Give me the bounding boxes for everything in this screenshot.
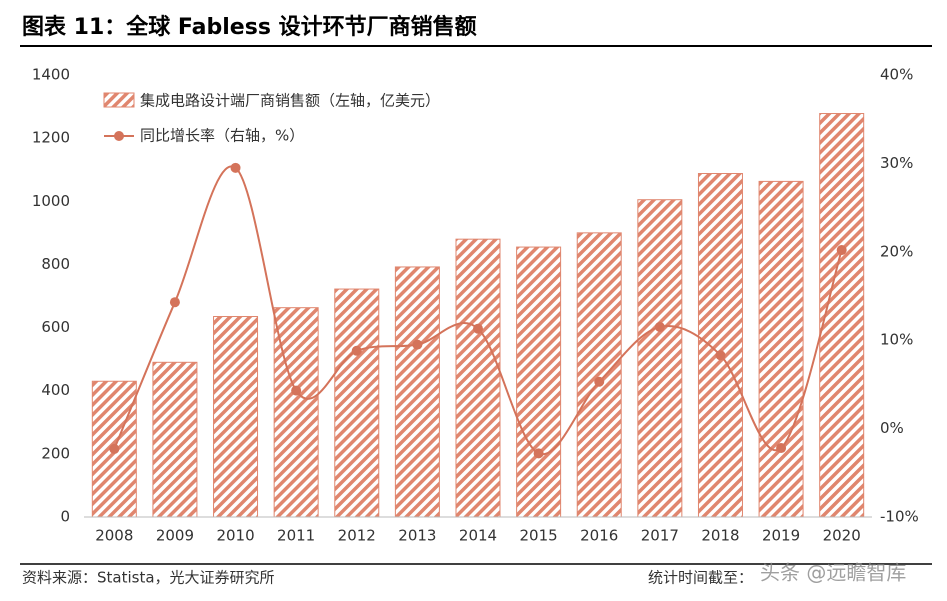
legend-label: 同比增长率（右轴，%） (140, 127, 304, 145)
x-tick-label: 2009 (156, 527, 194, 545)
point (291, 385, 302, 396)
y-tick-label: 400 (41, 381, 70, 399)
point (169, 297, 180, 308)
bar (637, 199, 683, 518)
y-tick-label: 800 (41, 255, 70, 273)
point (351, 345, 362, 356)
legend-swatch (114, 131, 124, 141)
watermark: 头条 @远瞻智库 (760, 561, 906, 585)
y-tick-label: 1200 (32, 129, 70, 147)
y-tick-label: 1000 (32, 192, 70, 210)
x-tick-label: 2016 (580, 527, 618, 545)
x-tick-label: 2013 (398, 527, 436, 545)
x-tick-label: 2008 (95, 527, 133, 545)
source: 资料来源：Statista，光大证券研究所 (22, 569, 275, 587)
legend-label: 集成电路设计端厂商销售额（左轴，亿美元） (140, 92, 440, 110)
point (473, 323, 483, 334)
bar (334, 288, 380, 518)
note: 统计时间截至： (648, 569, 753, 587)
point (230, 162, 241, 173)
x-tick-label: 2010 (216, 527, 254, 545)
chart-title: 图表 11：全球 Fabless 设计环节厂商销售额 (22, 14, 477, 40)
bar (576, 232, 622, 518)
y2-tick-label: -10% (880, 508, 919, 526)
bar (394, 266, 440, 518)
x-tick-label: 2014 (459, 527, 497, 545)
y2-tick-label: 40% (880, 66, 913, 84)
bar (819, 113, 865, 518)
bar (516, 246, 562, 518)
bar (455, 238, 501, 518)
y-tick-label: 600 (41, 318, 70, 336)
x-tick-label: 2011 (277, 527, 315, 545)
point (654, 321, 665, 332)
y-tick-label: 0 (60, 508, 70, 526)
point (109, 443, 120, 454)
point (412, 339, 423, 350)
y-tick-label: 1400 (32, 66, 70, 84)
x-tick-label: 2020 (823, 527, 861, 545)
point (715, 350, 726, 361)
bar (152, 361, 198, 518)
x-tick-label: 2015 (520, 527, 558, 545)
x-tick-label: 2019 (762, 527, 800, 545)
point (533, 448, 544, 459)
y2-tick-label: 30% (880, 154, 913, 172)
bar (758, 180, 804, 518)
y2-tick-label: 10% (880, 331, 913, 349)
legend-swatch (103, 92, 135, 108)
x-tick-label: 2018 (701, 527, 739, 545)
bar (213, 316, 259, 518)
point (776, 443, 787, 454)
x-tick-label: 2017 (641, 527, 679, 545)
point (836, 245, 847, 256)
y-tick-label: 200 (41, 444, 70, 462)
y2-tick-label: 0% (880, 419, 904, 437)
point (594, 376, 605, 387)
bar (273, 307, 319, 518)
bar (697, 173, 743, 518)
x-tick-label: 2012 (338, 527, 376, 545)
y2-tick-label: 20% (880, 242, 913, 260)
